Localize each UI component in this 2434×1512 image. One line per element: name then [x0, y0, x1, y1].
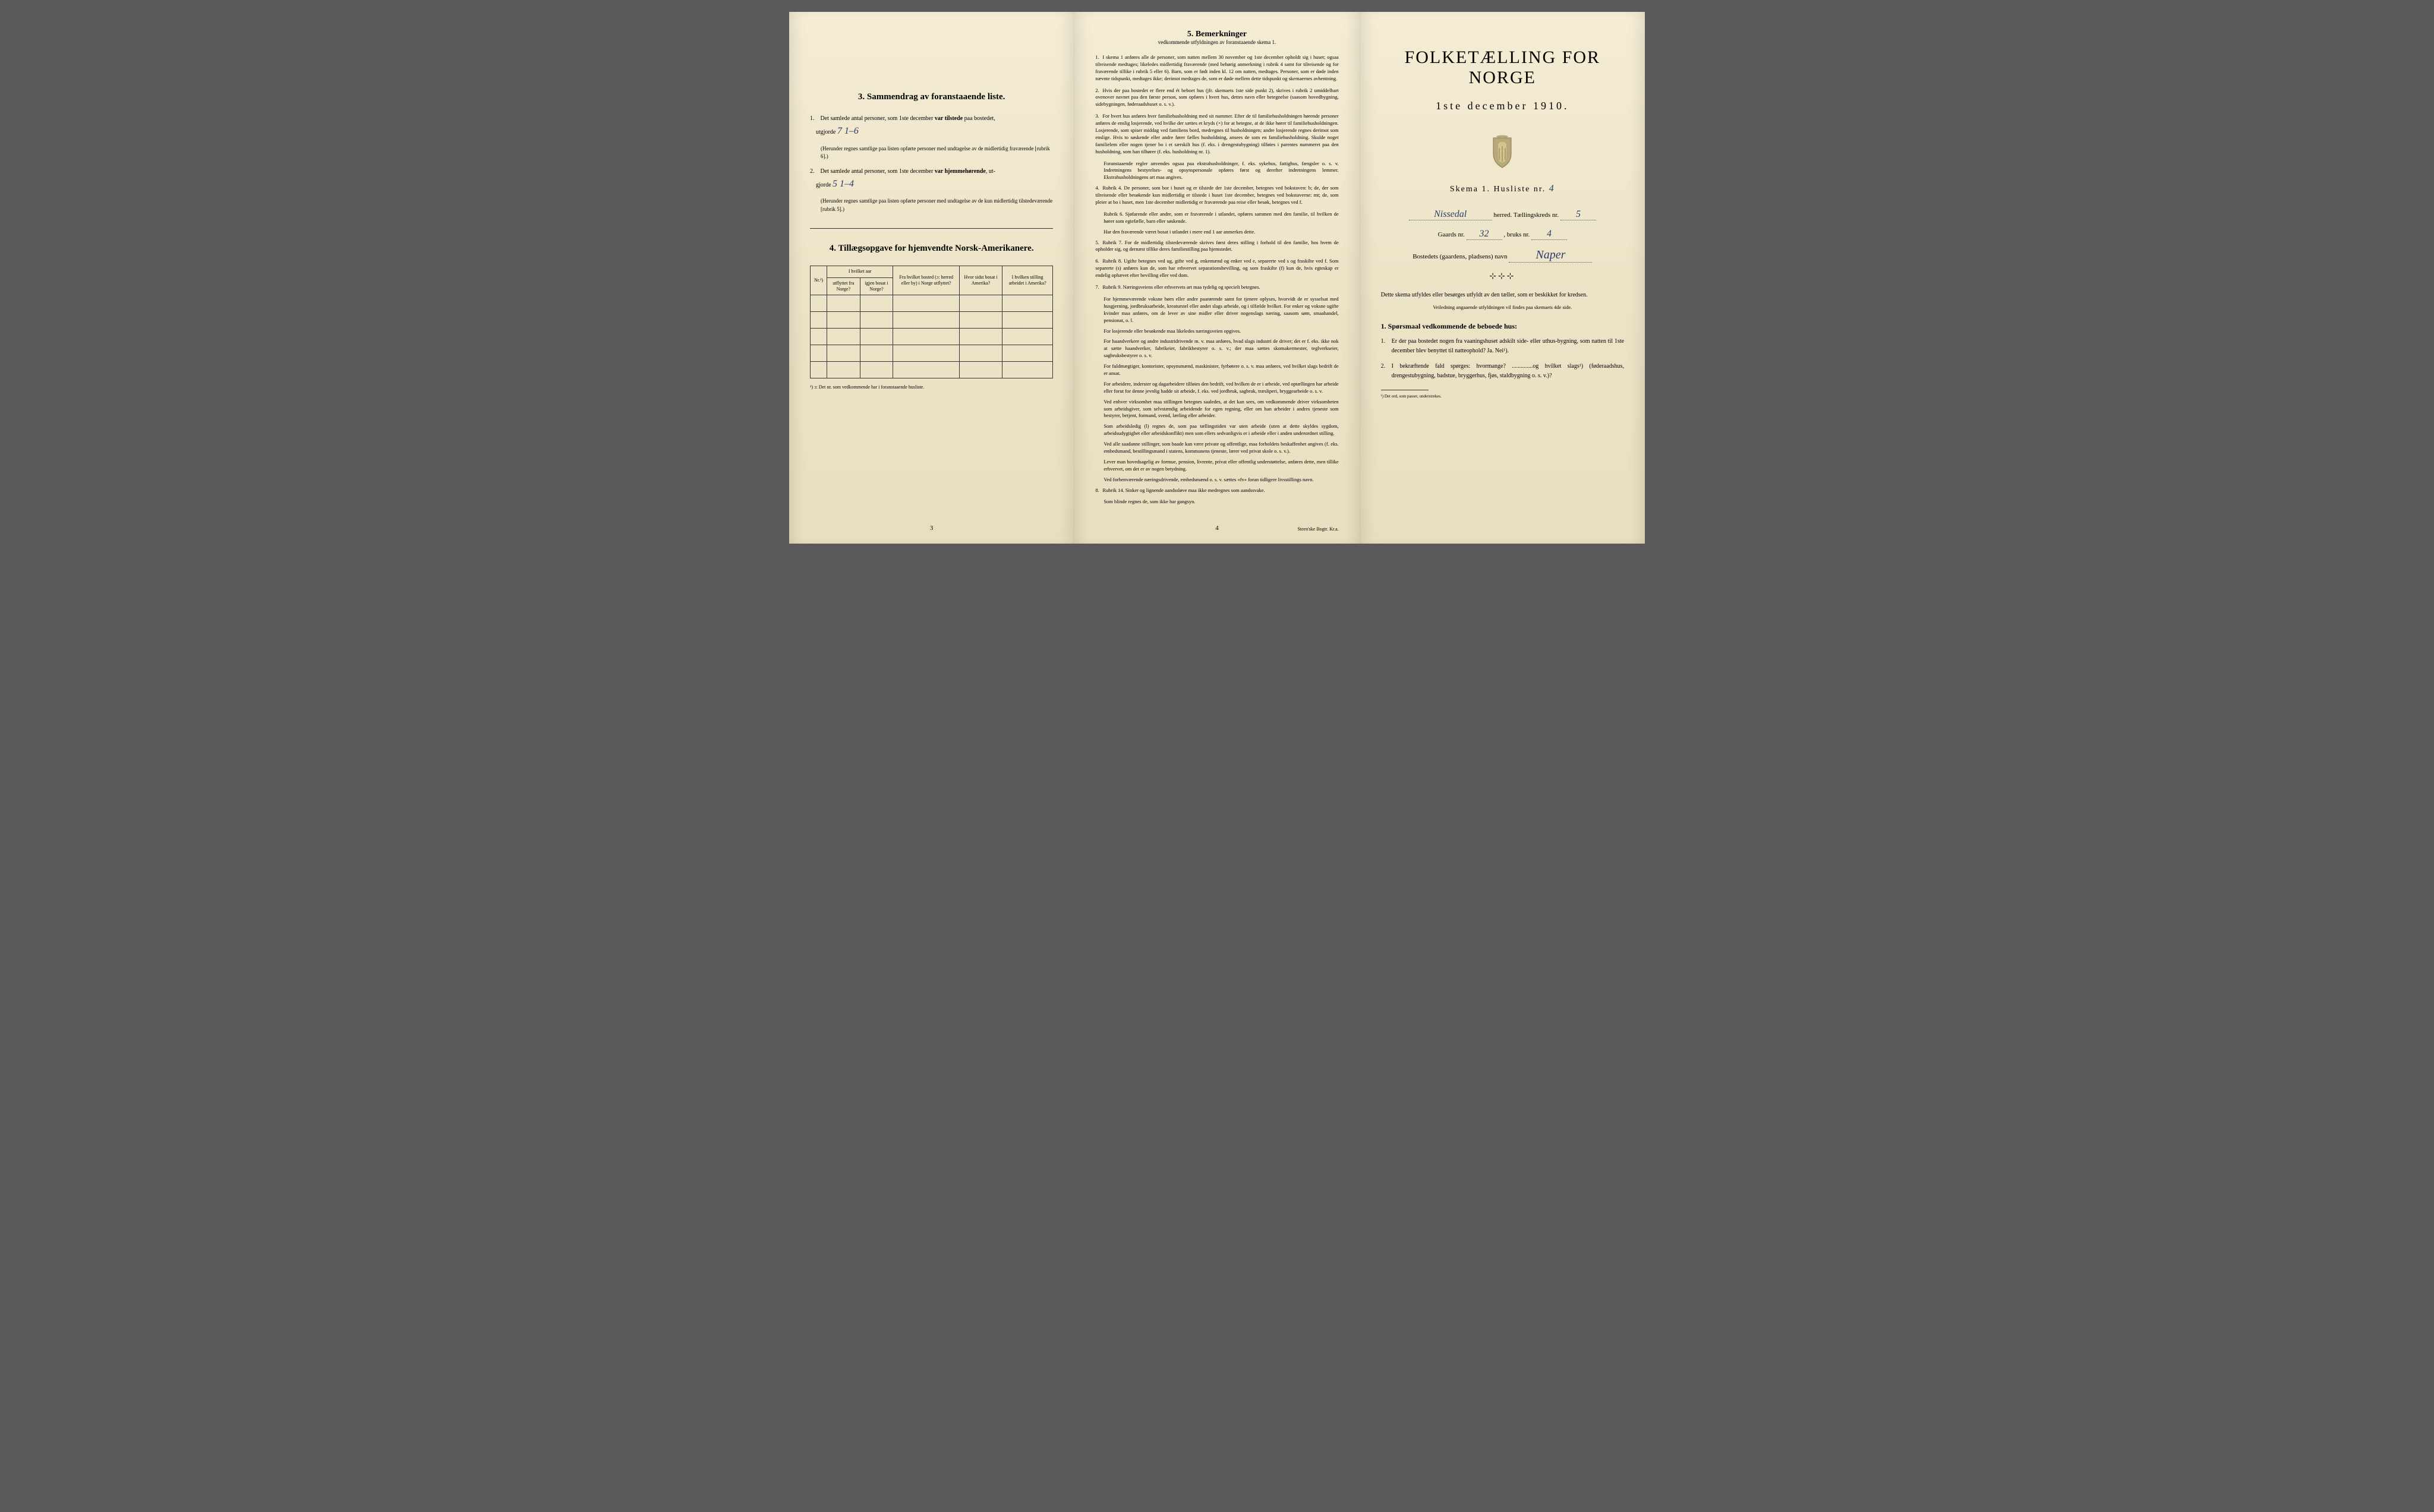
herred-value: Nissedal	[1409, 209, 1492, 220]
schema-line: Skema 1. Husliste nr. 4	[1381, 184, 1624, 194]
remark-4: 4.Rubrik 4. De personer, som bor i huset…	[1095, 185, 1338, 206]
th-emigrated: utflyttet fra Norge?	[827, 277, 860, 295]
remark-3b: Foranstaaende regler anvendes ogsaa paa …	[1104, 160, 1338, 182]
herred-line: Nissedal herred. Tællingskreds nr. 5	[1381, 209, 1624, 220]
main-subtitle: 1ste december 1910.	[1381, 100, 1624, 112]
remark-2: 2.Hvis der paa bostedet er flere end ét …	[1095, 87, 1338, 109]
table-row	[811, 362, 1053, 378]
section4-heading: 4. Tillægsopgave for hjemvendte Norsk-Am…	[810, 244, 1053, 254]
th-returned: igjen bosat i Norge?	[860, 277, 893, 295]
page-middle: 5. Bemerkninger vedkommende utfyldningen…	[1074, 12, 1360, 544]
remark-7c: For haandverkere og andre industridriven…	[1104, 338, 1338, 359]
husliste-nr: 4	[1549, 184, 1555, 194]
summary-item-2: 2. Det samlede antal personer, som 1ste …	[810, 167, 1053, 192]
table-footnote: ¹) ɔ: Det nr. som vedkommende har i fora…	[810, 384, 1053, 390]
gaards-line: Gaards nr. 32 , bruks nr. 4	[1381, 229, 1624, 240]
table-row	[811, 312, 1053, 329]
remarks-heading: 5. Bemerkninger	[1095, 30, 1338, 39]
remark-7j: Ved forhenværende næringsdrivende, embed…	[1104, 476, 1338, 484]
remark-7e: For arbeidere, inderster og dagarbeidere…	[1104, 381, 1338, 395]
summary-item-1: 1. Det samlede antal personer, som 1ste …	[810, 114, 1053, 139]
footnote: ¹) Det ord, som passer, understrekes.	[1381, 394, 1624, 399]
remark-8: 8.Rubrik 14. Sinker og lignende aandsslø…	[1095, 487, 1338, 494]
main-title: FOLKETÆLLING FOR NORGE	[1381, 48, 1624, 88]
question-heading: 1. Spørsmaal vedkommende de beboede hus:	[1381, 322, 1624, 331]
page-number: 4	[1215, 525, 1219, 532]
handwritten-count-1: 7 1–6	[837, 126, 859, 136]
remark-3: 3.For hvert hus anføres hver familiehush…	[1095, 113, 1338, 155]
instruction-sub: Veiledning angaaende utfyldningen vil fi…	[1381, 304, 1624, 310]
question-1: 1. Er der paa bostedet nogen fra vaaning…	[1392, 337, 1624, 356]
remark-8b: Som blinde regnes de, som ikke har gangs…	[1104, 498, 1338, 506]
item2-note: (Herunder regnes samtlige paa listen opf…	[821, 197, 1053, 213]
remark-7h: Ved alle saadanne stillinger, som baade …	[1104, 441, 1338, 455]
census-document: 3. Sammendrag av foranstaaende liste. 1.…	[789, 12, 1645, 544]
gaards-nr: 32	[1467, 229, 1502, 240]
th-from: Fra hvilket bosted (ɔ: herred eller by) …	[893, 266, 960, 295]
remark-4b: Rubrik 6. Sjøfarende eller andre, som er…	[1104, 211, 1338, 225]
th-position: I hvilken stilling arbeidet i Amerika?	[1002, 266, 1052, 295]
coat-of-arms-icon	[1487, 133, 1517, 169]
printer-mark: Steen'ske Bogtr. Kr.a.	[1297, 526, 1338, 532]
remark-7b: For losjerende eller besøkende maa likel…	[1104, 328, 1338, 335]
remark-1: 1.I skema 1 anføres alle de personer, so…	[1095, 54, 1338, 83]
item1-note: (Herunder regnes samtlige paa listen opf…	[821, 145, 1053, 161]
bosted-value: Naper	[1509, 248, 1592, 263]
table-row	[811, 329, 1053, 345]
remark-6: 6.Rubrik 8. Ugifte betegnes ved ug, gift…	[1095, 258, 1338, 279]
handwritten-count-2: 5 1–4	[833, 179, 854, 189]
page-number: 3	[930, 525, 934, 532]
question-2: 2. I bekræftende fald spørges: hvormange…	[1392, 362, 1624, 381]
table-row	[811, 295, 1053, 312]
remark-7d: For fuldmægtiger, kontorister, opsynsmæn…	[1104, 363, 1338, 377]
divider	[810, 228, 1053, 229]
section3-heading: 3. Sammendrag av foranstaaende liste.	[810, 92, 1053, 102]
table-row	[811, 345, 1053, 362]
bosted-line: Bostedets (gaardens, pladsens) navn Nape…	[1381, 248, 1624, 263]
american-table: Nr.¹) I hvilket aar Fra hvilket bosted (…	[810, 266, 1053, 378]
bruks-nr: 4	[1531, 229, 1567, 240]
kreds-nr: 5	[1560, 209, 1596, 220]
page-left: 3. Sammendrag av foranstaaende liste. 1.…	[789, 12, 1074, 544]
th-where: Hvor sidst bosat i Amerika?	[960, 266, 1002, 295]
remark-7g: Som arbeidsledig (l) regnes de, som paa …	[1104, 423, 1338, 437]
instruction-text: Dette skema utfyldes eller besørges utfy…	[1381, 291, 1624, 299]
th-nr: Nr.¹)	[811, 266, 827, 295]
remark-7f: Ved enhver virksomhet maa stillingen bet…	[1104, 399, 1338, 420]
remark-7i: Lever man hovedsagelig av formue, pensio…	[1104, 459, 1338, 473]
remarks-subheading: vedkommende utfyldningen av foranstaaend…	[1095, 39, 1338, 45]
page-right: FOLKETÆLLING FOR NORGE 1ste december 191…	[1360, 12, 1645, 544]
remark-7: 7.Rubrik 9. Næringsveiens eller erhverve…	[1095, 284, 1338, 291]
remark-5: 5.Rubrik 7. For de midlertidig tilstedev…	[1095, 239, 1338, 254]
th-year: I hvilket aar	[827, 266, 893, 277]
ornament-icon: ⊹⊹⊹	[1381, 272, 1624, 282]
remark-7a: For hjemmeværende voksne børn eller andr…	[1104, 296, 1338, 324]
remark-4c: Har den fraværende været bosat i utlande…	[1104, 229, 1338, 236]
